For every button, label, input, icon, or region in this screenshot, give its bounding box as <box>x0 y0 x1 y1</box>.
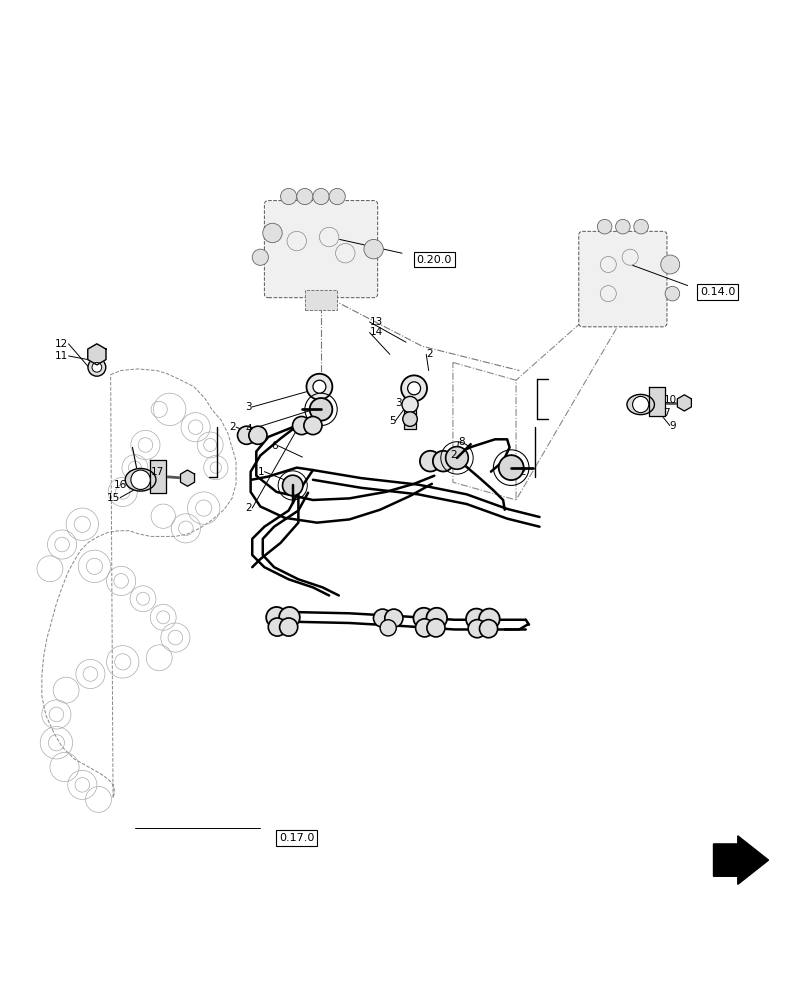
Text: 6: 6 <box>271 441 278 451</box>
Polygon shape <box>180 470 195 486</box>
Circle shape <box>466 609 486 629</box>
Circle shape <box>238 426 255 444</box>
Circle shape <box>268 618 286 636</box>
Text: 8: 8 <box>458 437 465 447</box>
Circle shape <box>401 396 418 413</box>
Text: 10: 10 <box>663 395 676 405</box>
Text: 2: 2 <box>450 450 457 460</box>
Polygon shape <box>648 387 664 416</box>
Circle shape <box>478 609 499 629</box>
Circle shape <box>380 620 396 636</box>
Circle shape <box>426 608 447 629</box>
Text: 16: 16 <box>114 480 127 490</box>
Polygon shape <box>88 344 106 365</box>
Text: 3: 3 <box>245 402 252 412</box>
Text: 13: 13 <box>369 317 382 327</box>
Circle shape <box>615 219 629 234</box>
Circle shape <box>306 374 332 400</box>
Circle shape <box>632 396 648 413</box>
Circle shape <box>309 398 332 421</box>
Circle shape <box>312 380 325 393</box>
Polygon shape <box>676 395 690 411</box>
Text: 0.14.0: 0.14.0 <box>699 287 734 297</box>
Ellipse shape <box>626 394 654 415</box>
Circle shape <box>415 619 433 637</box>
Circle shape <box>282 475 303 496</box>
Circle shape <box>303 416 322 435</box>
Text: 2: 2 <box>426 349 432 359</box>
Text: 2: 2 <box>230 422 236 432</box>
Text: 7: 7 <box>663 408 669 418</box>
Circle shape <box>312 188 328 205</box>
Text: 9: 9 <box>669 421 676 431</box>
FancyBboxPatch shape <box>578 231 666 327</box>
Text: 2: 2 <box>519 467 526 477</box>
Circle shape <box>633 219 647 234</box>
Circle shape <box>664 286 679 301</box>
FancyBboxPatch shape <box>264 201 377 298</box>
Text: 11: 11 <box>55 351 68 361</box>
Text: 4: 4 <box>245 424 252 434</box>
Text: 14: 14 <box>369 327 382 337</box>
Circle shape <box>432 451 453 472</box>
Circle shape <box>328 188 345 205</box>
Circle shape <box>413 608 434 629</box>
Text: 15: 15 <box>107 493 120 503</box>
Circle shape <box>266 607 286 628</box>
Ellipse shape <box>125 468 156 491</box>
Circle shape <box>597 219 611 234</box>
Circle shape <box>660 255 679 274</box>
Circle shape <box>407 382 420 395</box>
Circle shape <box>384 609 402 627</box>
Circle shape <box>445 447 468 469</box>
Circle shape <box>296 188 312 205</box>
Bar <box>304 290 337 310</box>
Circle shape <box>373 609 391 627</box>
Text: 5: 5 <box>388 416 395 426</box>
Text: 12: 12 <box>55 339 68 349</box>
Circle shape <box>498 455 523 480</box>
Text: 1: 1 <box>257 467 264 477</box>
Polygon shape <box>713 836 767 884</box>
Circle shape <box>252 249 268 265</box>
Circle shape <box>419 451 440 472</box>
Text: 0.20.0: 0.20.0 <box>416 255 452 265</box>
Circle shape <box>131 470 150 489</box>
Circle shape <box>92 362 101 372</box>
Circle shape <box>248 426 267 444</box>
Text: 0.17.0: 0.17.0 <box>279 833 314 843</box>
Circle shape <box>88 358 105 376</box>
Circle shape <box>402 412 417 426</box>
Polygon shape <box>150 460 166 493</box>
Circle shape <box>427 619 444 637</box>
Circle shape <box>468 620 486 638</box>
Circle shape <box>478 620 497 638</box>
Circle shape <box>363 239 383 259</box>
Circle shape <box>279 618 298 636</box>
Bar <box>404 409 415 429</box>
Circle shape <box>279 607 299 628</box>
Text: 17: 17 <box>151 467 164 477</box>
Circle shape <box>263 223 282 243</box>
Text: 3: 3 <box>395 398 401 408</box>
Circle shape <box>292 416 311 435</box>
Circle shape <box>401 375 427 401</box>
Circle shape <box>281 188 296 205</box>
Text: 2: 2 <box>245 503 252 513</box>
